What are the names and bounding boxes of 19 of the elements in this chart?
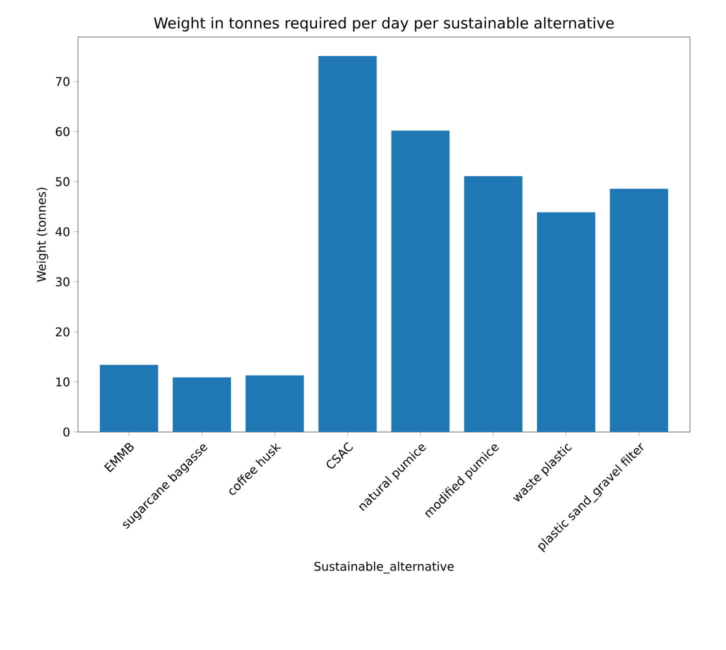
y-tick-label: 70 — [56, 77, 70, 86]
bar — [537, 212, 596, 432]
bar — [172, 377, 231, 432]
bar — [610, 188, 668, 432]
bar — [464, 176, 522, 432]
y-tick-label: 60 — [56, 127, 70, 136]
y-axis-title: Weight (tonnes) — [36, 188, 48, 282]
bar — [100, 364, 158, 432]
y-tick-label: 50 — [56, 177, 70, 186]
chart-title: Weight in tonnes required per day per sustainable alternative — [154, 17, 614, 32]
y-tick-label: 0 — [63, 427, 70, 437]
y-tick-label: 30 — [56, 277, 70, 286]
bar — [391, 130, 450, 432]
y-tick-label: 10 — [56, 377, 70, 386]
y-tick-label: 40 — [56, 227, 70, 236]
bar — [246, 375, 304, 432]
x-axis-title: Sustainable_alternative — [314, 562, 454, 574]
bar — [318, 56, 377, 432]
y-tick-label: 20 — [56, 327, 70, 336]
